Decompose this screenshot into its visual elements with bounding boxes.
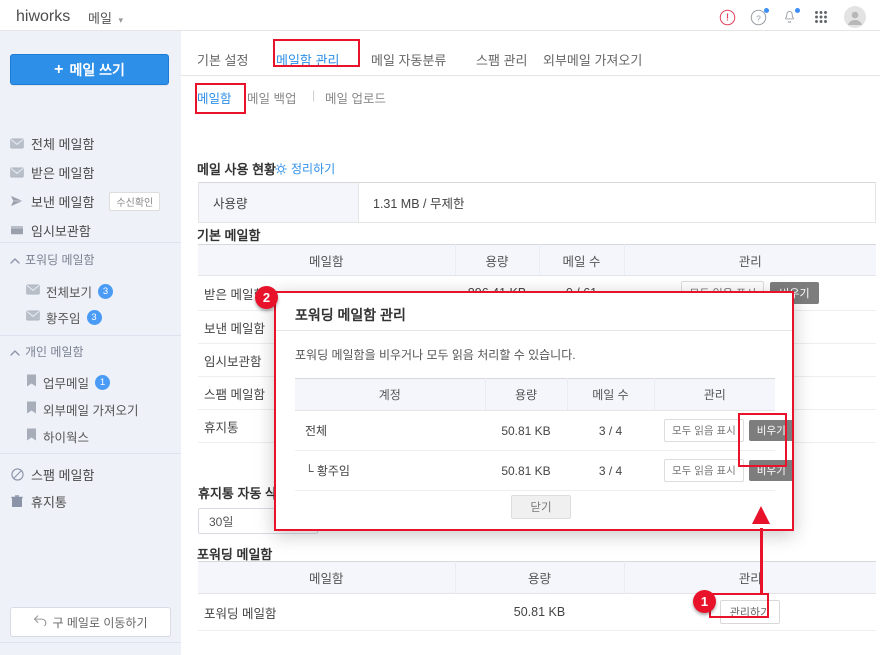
svg-text:?: ? — [756, 13, 761, 23]
